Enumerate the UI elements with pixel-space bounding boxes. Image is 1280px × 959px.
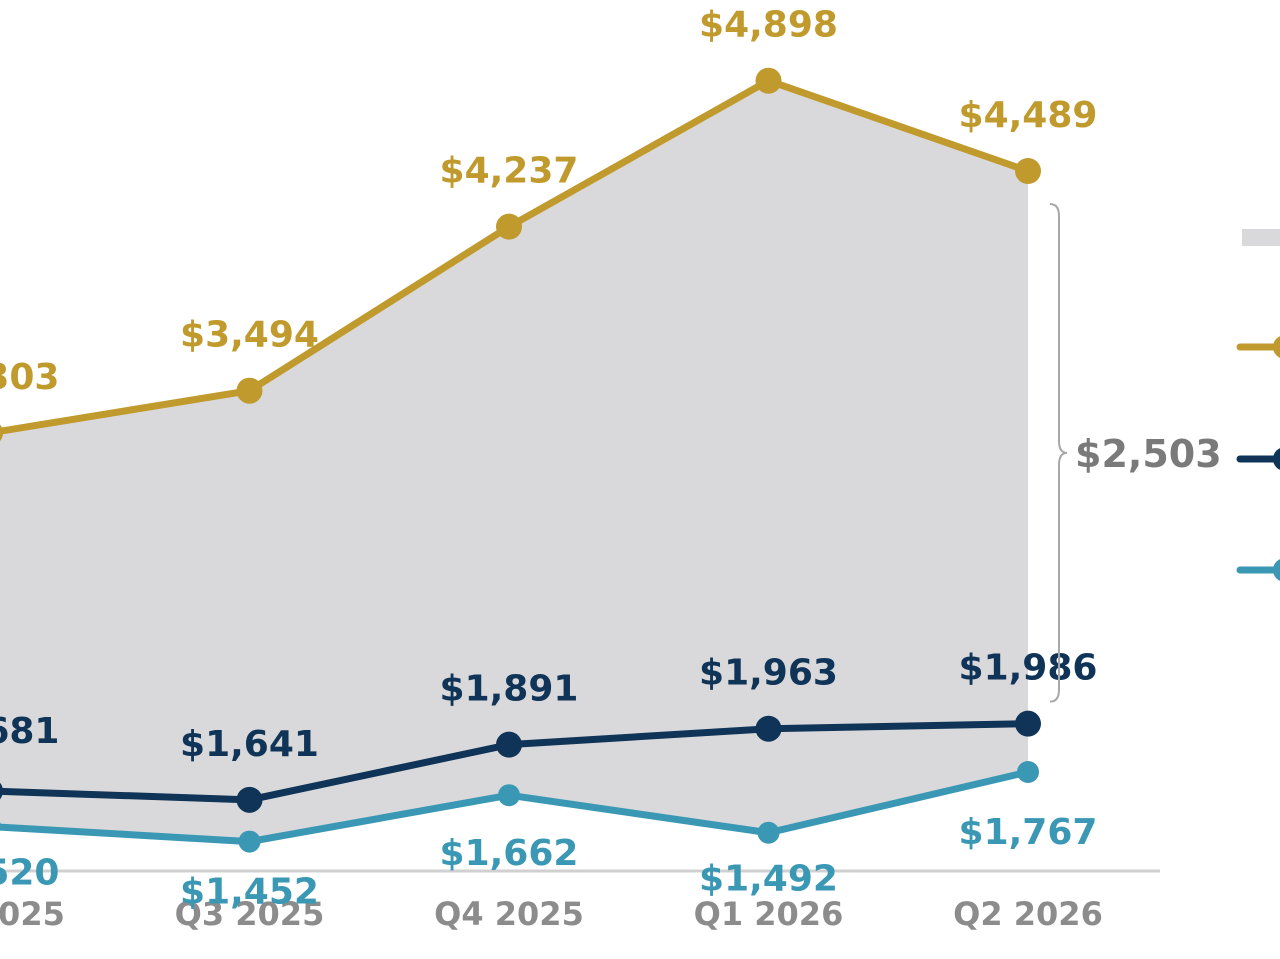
data-label: $1,492	[699, 859, 838, 900]
data-point	[236, 377, 263, 404]
data-point	[238, 830, 261, 853]
legend	[1236, 336, 1280, 581]
data-label: $1,986	[959, 648, 1098, 689]
data-point	[755, 715, 782, 742]
legend-marker	[1273, 336, 1280, 358]
data-point	[1017, 761, 1039, 784]
data-label: $1,891	[440, 669, 579, 710]
x-tick-labels: Q2 2025 Q3 2025 Q4 2025 Q1 2026 Q2 2026	[0, 895, 1103, 933]
data-point	[496, 731, 522, 758]
data-label: $4,489	[959, 95, 1098, 136]
data-labels: $3,303 $3,494 $4,237 $4,898 $4,489 $1,681 $1,6…	[0, 5, 1097, 913]
x-tick-label: Q2 2025	[0, 895, 65, 933]
x-tick-label: Q4 2025	[434, 895, 584, 933]
data-label: $4,237	[440, 151, 579, 192]
data-point	[496, 213, 522, 240]
data-label: $1,641	[180, 724, 319, 765]
data-point	[0, 782, 3, 800]
data-label: $4,898	[699, 5, 838, 46]
data-label: $1,963	[699, 653, 838, 694]
data-point	[755, 67, 782, 94]
gap-shaded-area	[0, 80, 1028, 842]
data-label: $1,452	[180, 872, 319, 913]
data-point	[0, 424, 3, 442]
data-point	[1015, 158, 1041, 184]
data-label: $1,662	[440, 833, 579, 874]
data-point	[757, 821, 780, 844]
legend-marker	[1273, 559, 1280, 581]
x-tick-label: Q3 2025	[175, 895, 325, 933]
data-label: $1,681	[0, 711, 59, 752]
data-label: $3,494	[180, 315, 319, 356]
data-label: $3,303	[0, 357, 59, 398]
series-lines	[0, 67, 1041, 853]
data-label: $1,767	[959, 812, 1098, 853]
legend-marker	[1273, 448, 1280, 470]
data-label: $1,520	[0, 853, 59, 894]
gap-brace	[1049, 203, 1068, 703]
data-point	[0, 821, 1, 832]
x-tick-label: Q2 2026	[953, 895, 1103, 933]
gap-annotation: $2,503	[1075, 432, 1222, 476]
data-point	[1015, 710, 1041, 737]
x-tick-label: Q1 2026	[694, 895, 844, 933]
legend-shade-swatch	[1242, 229, 1280, 246]
data-point	[236, 786, 263, 813]
data-point	[498, 784, 520, 807]
